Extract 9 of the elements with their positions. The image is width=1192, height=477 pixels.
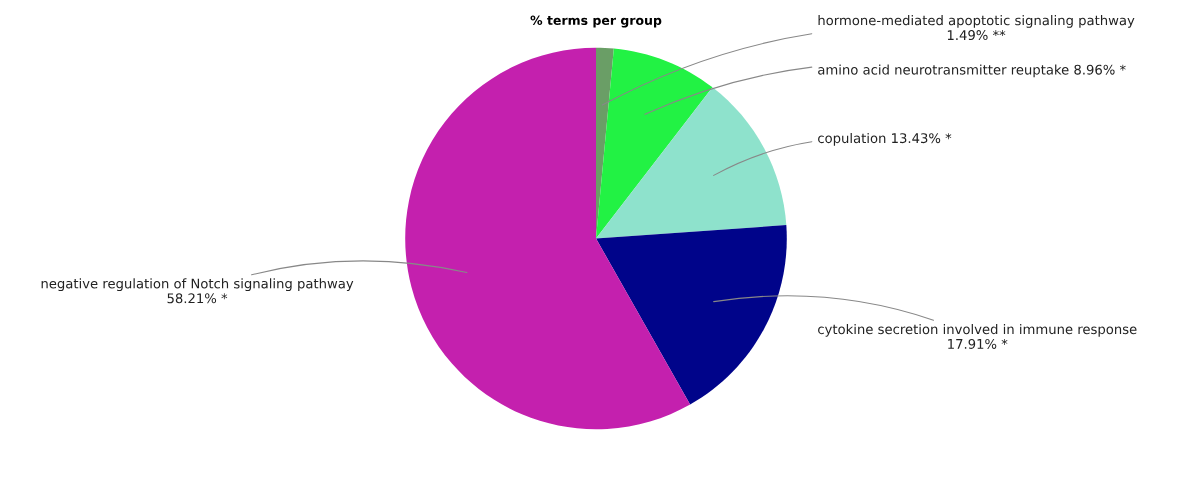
slice-label: amino acid neurotransmitter reuptake 8.96% * [818,64,1126,78]
slice-label: cytokine secretion involved in immune response [818,323,1137,337]
data-label: 1.49% ** [947,30,1006,41]
slice-label: copulation 13.43% * [818,132,952,146]
data-label: 58.21% * [167,293,228,304]
chart-title: % terms per group [530,15,662,28]
slice-label: hormone-mediated apoptotic signaling pathway [818,15,1135,28]
slice-label: negative regulation of Notch signaling pathway [41,278,354,292]
data-label: 17.91% * [948,338,1008,349]
